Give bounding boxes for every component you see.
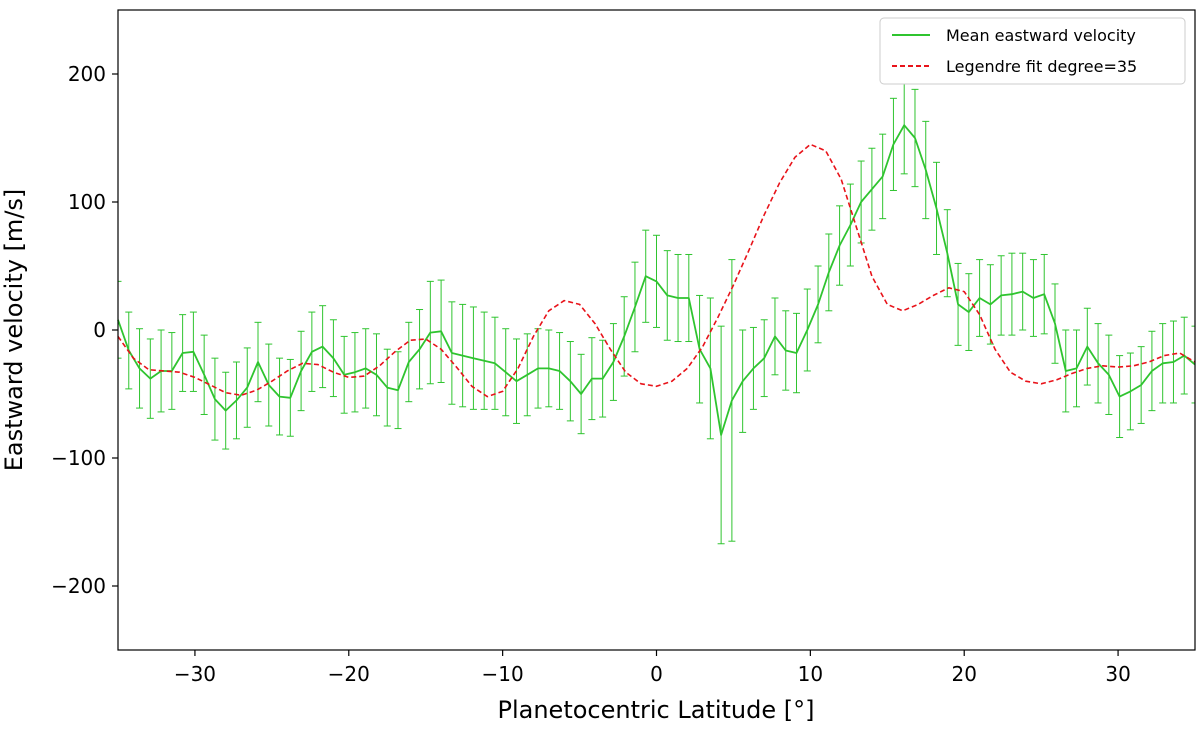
x-tick-label: 0 [650, 662, 663, 686]
x-tick-label: −20 [328, 662, 370, 686]
y-tick-label: 100 [68, 190, 106, 214]
x-tick-label: 20 [951, 662, 976, 686]
errorbar-group [117, 76, 1196, 545]
y-axis-label: Eastward velocity [m/s] [0, 189, 28, 472]
series-lines-group [117, 124, 1196, 436]
x-tick-label: 10 [798, 662, 823, 686]
y-tick-label: −200 [51, 574, 106, 598]
y-tick-label: −100 [51, 446, 106, 470]
x-axis-label: Planetocentric Latitude [°] [498, 696, 815, 724]
x-tick-label: −10 [482, 662, 524, 686]
x-tick-label: −30 [174, 662, 216, 686]
y-axis-ticks: −200 −100 0 100 200 [51, 62, 118, 598]
legend-box [879, 17, 1186, 85]
legend-label-legendre-fit: Legendre fit degree=35 [946, 57, 1137, 76]
mean-velocity-line [117, 124, 1196, 436]
legendre-fit-line [117, 143, 1196, 398]
y-tick-label: 0 [93, 318, 106, 342]
x-tick-label: 30 [1105, 662, 1130, 686]
x-axis-ticks: −30 −20 −10 0 10 20 30 [174, 650, 1131, 686]
legend: Mean eastward velocity Legendre fit degr… [879, 17, 1186, 85]
legend-label-mean-velocity: Mean eastward velocity [946, 26, 1136, 45]
y-tick-label: 200 [68, 62, 106, 86]
